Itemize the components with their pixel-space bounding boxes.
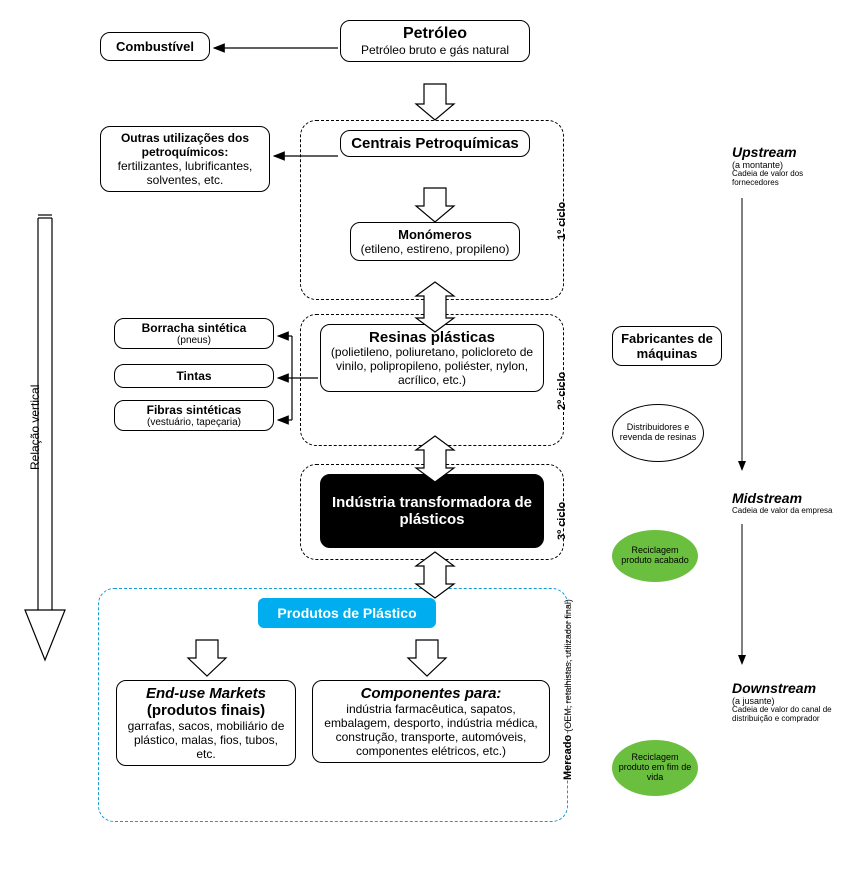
stream-downstream: Downstream (a jusante) Cadeia de valor d… bbox=[732, 680, 842, 724]
down-title: Downstream bbox=[732, 680, 842, 696]
node-reciclagem-acabado: Reciclagem produto acabado bbox=[612, 530, 698, 582]
enduse-sub2: garrafas, sacos, mobiliário de plástico,… bbox=[123, 719, 289, 761]
up-sub2: Cadeia de valor dos fornecedores bbox=[732, 170, 842, 188]
stream-upstream: Upstream (a montante) Cadeia de valor do… bbox=[732, 144, 842, 188]
node-petroleo: Petróleo Petróleo bruto e gás natural bbox=[340, 20, 530, 62]
resinas-sub: (polietileno, poliuretano, policloreto d… bbox=[327, 346, 537, 387]
monomeros-sub: (etileno, estireno, propileno) bbox=[357, 242, 513, 256]
node-combustivel: Combustível bbox=[100, 32, 210, 61]
mid-title: Midstream bbox=[732, 490, 842, 506]
node-resinas: Resinas plásticas (polietileno, poliuret… bbox=[320, 324, 544, 392]
petroleo-sub: Petróleo bruto e gás natural bbox=[347, 43, 523, 57]
node-distribuidores: Distribuidores e revenda de resinas bbox=[612, 404, 704, 462]
node-enduse: End-use Markets (produtos finais) garraf… bbox=[116, 680, 296, 766]
petroleo-title: Petróleo bbox=[347, 25, 523, 43]
node-fibras: Fibras sintéticas (vestuário, tapeçaria) bbox=[114, 400, 274, 431]
diagram-canvas: Relação vertical Petróleo Petróleo bruto… bbox=[0, 0, 847, 869]
node-monomeros: Monómeros (etileno, estireno, propileno) bbox=[350, 222, 520, 261]
centrais-title: Centrais Petroquímicas bbox=[347, 135, 523, 152]
cycle3-label: 3º ciclo bbox=[556, 502, 568, 540]
industria-title: Indústria transformadora de plásticos bbox=[329, 494, 535, 529]
up-title: Upstream bbox=[732, 144, 842, 160]
mercado-bold: Mercado bbox=[562, 735, 574, 780]
vertical-relation-label: Relação vertical bbox=[28, 385, 42, 470]
monomeros-title: Monómeros bbox=[357, 227, 513, 242]
recic1-text: Reciclagem produto acabado bbox=[616, 546, 694, 566]
componentes-sub: indústria farmacêutica, sapatos, embalag… bbox=[319, 702, 543, 758]
node-industria: Indústria transformadora de plásticos bbox=[320, 474, 544, 548]
node-componentes: Componentes para: indústria farmacêutica… bbox=[312, 680, 550, 763]
node-outras: Outras utilizações dos petroquímicos: fe… bbox=[100, 126, 270, 192]
node-fabricantes: Fabricantes de máquinas bbox=[612, 326, 722, 366]
enduse-sub1: (produtos finais) bbox=[123, 702, 289, 719]
node-produtos: Produtos de Plástico bbox=[258, 598, 436, 628]
fibras-sub: (vestuário, tapeçaria) bbox=[119, 417, 269, 428]
borracha-sub: (pneus) bbox=[119, 335, 269, 346]
fabricantes-title: Fabricantes de máquinas bbox=[617, 331, 717, 361]
node-borracha: Borracha sintética (pneus) bbox=[114, 318, 274, 349]
componentes-title: Componentes para: bbox=[319, 685, 543, 702]
combustivel-title: Combustível bbox=[105, 39, 205, 54]
outras-sub: fertilizantes, lubrificantes, solventes,… bbox=[107, 159, 263, 187]
enduse-title: End-use Markets bbox=[123, 685, 289, 702]
node-centrais: Centrais Petroquímicas bbox=[340, 130, 530, 157]
fibras-title: Fibras sintéticas bbox=[119, 403, 269, 417]
stream-midstream: Midstream Cadeia de valor da empresa bbox=[732, 490, 842, 515]
borracha-title: Borracha sintética bbox=[119, 321, 269, 335]
outras-title: Outras utilizações dos petroquímicos: bbox=[107, 131, 263, 159]
cycle1-label: 1º ciclo bbox=[556, 202, 568, 240]
tintas-title: Tintas bbox=[119, 369, 269, 383]
mercado-sub: (OEM, retalhistas, utilizador final) bbox=[563, 599, 573, 732]
down-sub2: Cadeia de valor do canal de distribuição… bbox=[732, 706, 842, 724]
resinas-title: Resinas plásticas bbox=[327, 329, 537, 346]
node-tintas: Tintas bbox=[114, 364, 274, 388]
node-reciclagem-fimvida: Reciclagem produto em fim de vida bbox=[612, 740, 698, 796]
recic2-text: Reciclagem produto em fim de vida bbox=[616, 753, 694, 783]
mid-sub1: Cadeia de valor da empresa bbox=[732, 506, 842, 515]
mercado-label: Mercado (OEM, retalhistas, utilizador fi… bbox=[562, 599, 574, 780]
produtos-title: Produtos de Plástico bbox=[277, 605, 416, 621]
distribuidores-text: Distribuidores e revenda de resinas bbox=[617, 423, 699, 443]
cycle2-label: 2º ciclo bbox=[556, 372, 568, 410]
